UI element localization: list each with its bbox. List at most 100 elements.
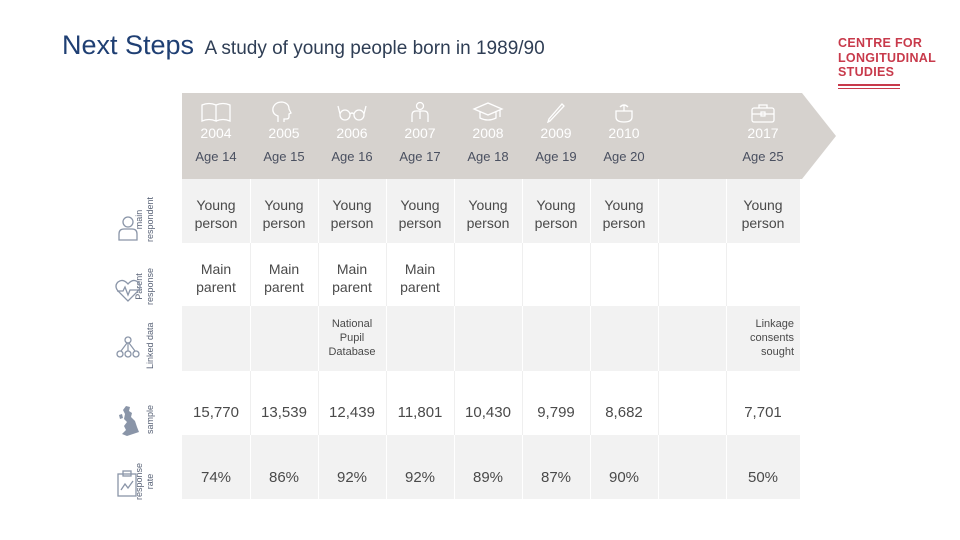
page-title: Next Steps A study of young people born … <box>62 30 545 61</box>
logo-rule <box>838 83 900 86</box>
table-cell: 7,701 <box>726 371 800 435</box>
table-cell: Main parent <box>318 243 387 306</box>
linkage-label: Linkage consents sought <box>749 318 794 358</box>
logo-line-3: STUDIES <box>838 65 895 79</box>
response-rate-cell: 92% <box>404 469 436 486</box>
sample-count-cell: 15,770 <box>193 404 239 421</box>
age-label: Age 15 <box>263 149 305 164</box>
table-cell <box>658 179 727 243</box>
network-nodes-icon <box>116 336 140 358</box>
table-cell: Young person <box>182 179 251 243</box>
npd-label: National Pupil Database <box>328 318 376 358</box>
response-rate-cell: 92% <box>336 469 368 486</box>
logo-line-1: CENTRE FOR <box>838 36 923 50</box>
table-cell: Young person <box>318 179 387 243</box>
logo-line-2: LONGITUDINAL <box>838 50 937 65</box>
row-sample: 15,770 13,539 12,439 11,801 10,430 9,799 8,682… <box>182 371 800 435</box>
column-header-2010: 2010 Age 20 <box>590 93 658 164</box>
table-cell: Young person <box>590 179 659 243</box>
row-main-respondent: Young person Young person Young person Youn… <box>182 179 800 243</box>
sample-count-cell: 9,799 <box>537 404 575 421</box>
response-rate-cell: 87% <box>540 469 572 486</box>
table-cell: Young person <box>454 179 523 243</box>
response-rate-cell: 89% <box>472 469 504 486</box>
response-rate-cell: 74% <box>200 469 232 486</box>
column-header-2008: 2008 Age 18 <box>454 93 522 164</box>
table-cell: Main parent <box>182 243 251 306</box>
briefcase-icon <box>726 101 800 123</box>
table-cell: 9,799 <box>522 371 591 435</box>
age-label: Age 20 <box>603 149 645 164</box>
column-header-2009: 2009 Age 19 <box>522 93 590 164</box>
table-cell <box>658 435 727 499</box>
heart-pulse-icon <box>115 279 141 302</box>
column-header-2005: 2005 Age 15 <box>250 93 318 164</box>
main-parent-cell: Main parent <box>332 261 372 295</box>
year-label: 2010 <box>608 125 640 141</box>
person-tie-icon <box>386 101 454 123</box>
row-linked-data: National Pupil Database Linkage consents… <box>182 306 800 371</box>
table-cell: 90% <box>590 435 659 499</box>
logo-rule-thin <box>838 87 900 89</box>
main-parent-cell: Main parent <box>400 261 440 295</box>
head-profile-icon <box>250 101 318 123</box>
row-parent-response: Main parent Main parent Main parent Main pa… <box>182 243 800 306</box>
response-rate-cell: 50% <box>747 469 779 486</box>
sample-count-cell: 10,430 <box>465 404 511 421</box>
year-label: 2005 <box>268 125 300 141</box>
uk-map-icon <box>119 406 139 436</box>
year-label: 2017 <box>747 125 779 141</box>
table-cell <box>522 243 591 306</box>
response-rate-cell: 86% <box>268 469 300 486</box>
age-label: Age 25 <box>742 149 784 164</box>
person-icon <box>118 216 138 241</box>
young-person-cell: Young person <box>262 197 306 231</box>
table-cell <box>726 243 800 306</box>
table-cell <box>590 243 659 306</box>
age-label: Age 16 <box>331 149 373 164</box>
sample-count-cell: 7,701 <box>744 404 782 421</box>
age-label: Age 14 <box>195 149 237 164</box>
table-cell: Young person <box>386 179 455 243</box>
young-person-cell: Young person <box>741 197 785 231</box>
glasses-icon <box>318 101 386 123</box>
column-header-gap <box>658 93 726 101</box>
young-person-cell: Young person <box>602 197 646 231</box>
main-parent-cell: Main parent <box>196 261 236 295</box>
column-header-2007: 2007 Age 17 <box>386 93 454 164</box>
graduation-cap-icon <box>454 101 522 123</box>
young-person-cell: Young person <box>194 197 238 231</box>
label-sample: sample <box>145 404 155 434</box>
age-label: Age 17 <box>399 149 441 164</box>
column-header-2006: 2006 Age 16 <box>318 93 386 164</box>
table-cell: 13,539 <box>250 371 319 435</box>
table-cell <box>658 371 727 435</box>
table-cell: Young person <box>522 179 591 243</box>
book-icon <box>182 101 250 123</box>
table-cell: 10,430 <box>454 371 523 435</box>
sample-count-cell: 11,801 <box>397 404 443 421</box>
pot-icon <box>590 101 658 123</box>
year-label: 2009 <box>540 125 572 141</box>
year-label: 2008 <box>472 125 504 141</box>
clipboard-chart-icon <box>117 470 137 497</box>
table-cell: 92% <box>318 435 387 499</box>
table-cell: 11,801 <box>386 371 455 435</box>
column-header-2017: 2017 Age 25 <box>726 93 800 164</box>
young-person-cell: Young person <box>330 197 374 231</box>
table-cell: Main parent <box>386 243 455 306</box>
table-cell: 92% <box>386 435 455 499</box>
table-cell <box>454 243 523 306</box>
young-person-cell: Young person <box>534 197 578 231</box>
age-label: Age 18 <box>467 149 509 164</box>
sample-count-cell: 8,682 <box>605 404 643 421</box>
table-cell: 8,682 <box>590 371 659 435</box>
sample-count-cell: 13,539 <box>261 404 307 421</box>
pencil-icon <box>522 101 590 124</box>
table-cell: 50% <box>726 435 800 499</box>
row-response-rate: 74% 86% 92% 92% 89% 87% 90% 50% <box>182 435 800 499</box>
young-person-cell: Young person <box>398 197 442 231</box>
response-rate-cell: 90% <box>608 469 640 486</box>
table-cell: Main parent <box>250 243 319 306</box>
title-main: Next Steps <box>62 30 195 60</box>
